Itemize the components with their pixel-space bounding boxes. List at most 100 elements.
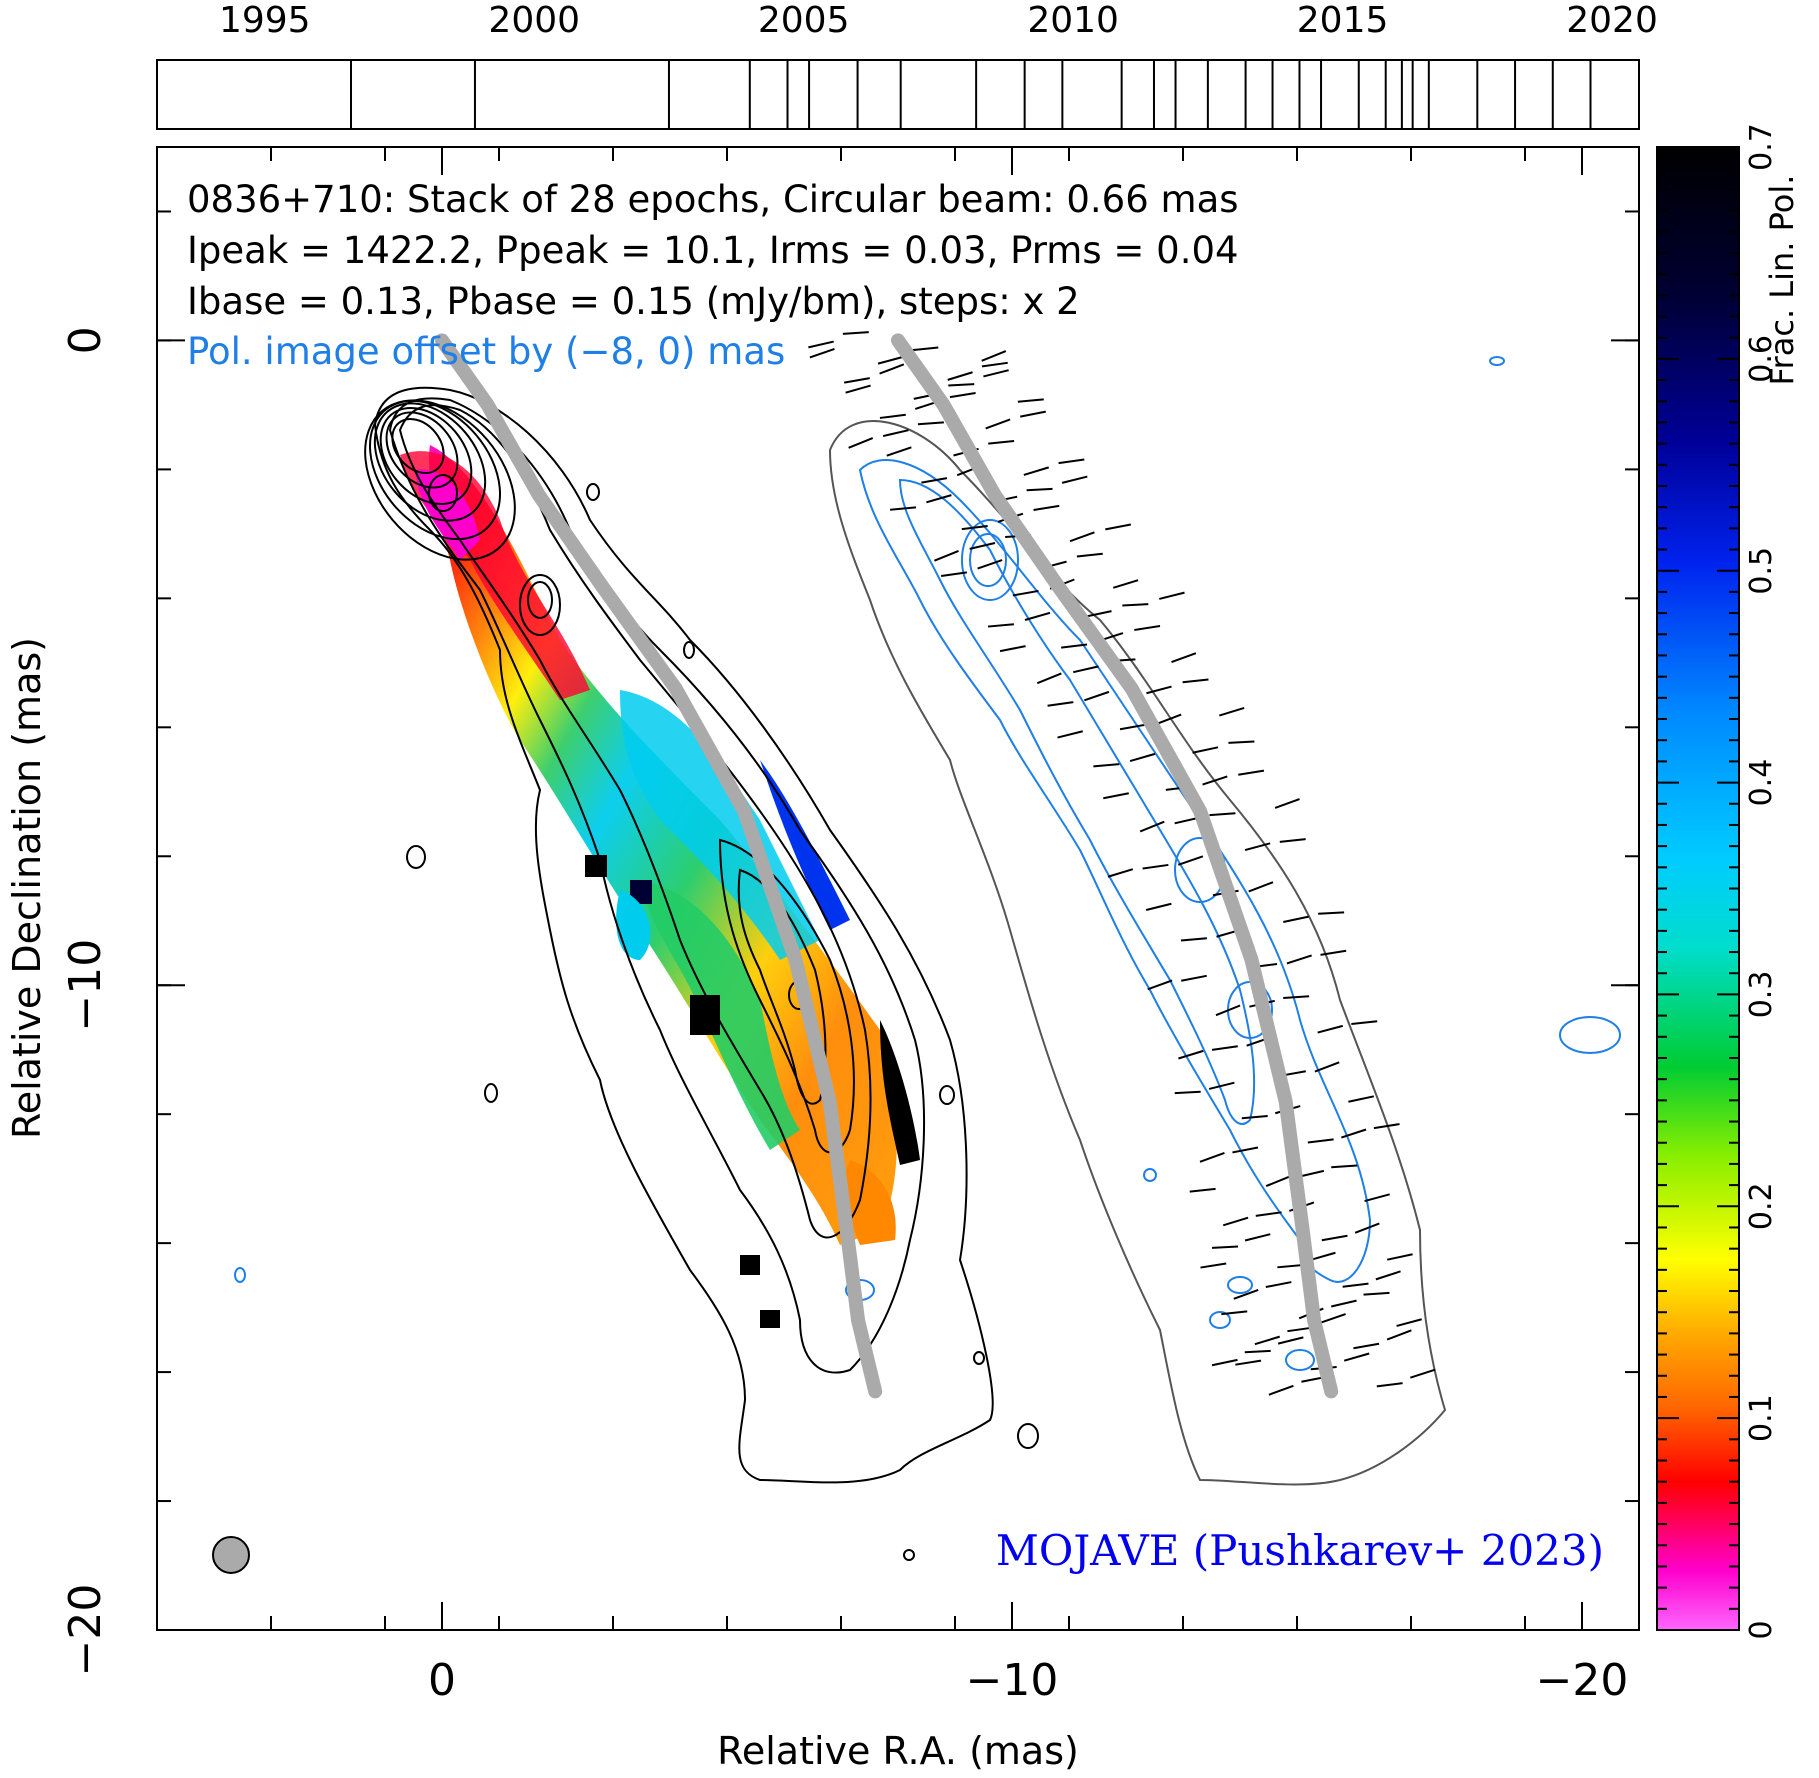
evpa-tick bbox=[921, 477, 948, 484]
evpa-tick bbox=[848, 437, 874, 449]
knot-contour bbox=[519, 574, 561, 636]
main-plot: 0 −10 −20 0 −10 −20 0836+710: Stack of 28 ep… bbox=[5, 146, 1640, 1773]
evpa-tick bbox=[977, 559, 1003, 570]
evpa-tick bbox=[1248, 881, 1274, 893]
evpa-tick bbox=[1283, 915, 1309, 923]
evpa-tick bbox=[1142, 863, 1169, 870]
core-contour bbox=[428, 474, 458, 512]
evpa-tick bbox=[1112, 579, 1139, 589]
evpa-tick bbox=[947, 371, 973, 381]
beam-ellipse bbox=[212, 1536, 250, 1574]
evpa-tick bbox=[1024, 611, 1051, 621]
offset-note: Pol. image offset by (−8, 0) mas bbox=[187, 330, 785, 373]
evpa-tick bbox=[1348, 1095, 1375, 1103]
epoch-year-labels: 1995 2000 2005 2010 2015 2020 bbox=[219, 0, 1658, 41]
evpa-tick bbox=[1342, 1282, 1369, 1288]
evpa-tick bbox=[1036, 672, 1062, 685]
pol-knot bbox=[961, 519, 1019, 601]
evpa-tick bbox=[1318, 911, 1345, 915]
colorbar-tick-label: 0.2 bbox=[1744, 1182, 1779, 1230]
evpa-tick bbox=[926, 494, 952, 504]
island-contour bbox=[1017, 1423, 1039, 1449]
x-tick-label: 0 bbox=[428, 1655, 456, 1706]
evpa-tick bbox=[1232, 1146, 1259, 1154]
evpa-tick bbox=[1268, 1384, 1294, 1396]
evpa-tick bbox=[1202, 775, 1228, 786]
evpa-tick bbox=[1105, 523, 1132, 531]
evpa-tick bbox=[1047, 701, 1074, 707]
x-tick-label: −10 bbox=[966, 1655, 1059, 1706]
epoch-frame bbox=[156, 59, 1640, 130]
evpa-tick bbox=[1307, 1138, 1334, 1144]
evpa-tick bbox=[1145, 902, 1172, 911]
island-contour bbox=[939, 1085, 955, 1105]
orange-blob-lower bbox=[844, 1160, 896, 1245]
colorbar-tick-label: 0.1 bbox=[1744, 1394, 1779, 1442]
knot-contour bbox=[527, 581, 553, 619]
header-line-3: Ibase = 0.13, Pbase = 0.15 (mJy/bm), ste… bbox=[187, 280, 1080, 323]
epoch-timeline: 1995 2000 2005 2010 2015 2020 bbox=[156, 0, 1658, 130]
evpa-tick bbox=[879, 413, 906, 419]
evpa-tick bbox=[1209, 812, 1236, 817]
core-contour bbox=[369, 399, 501, 541]
evpa-tick bbox=[1321, 1234, 1348, 1242]
island-contour bbox=[973, 1351, 985, 1365]
ridge-line bbox=[435, 333, 883, 1399]
evpa-tick bbox=[1386, 1253, 1413, 1261]
pol-blue-contour bbox=[858, 459, 1372, 1283]
evpa-tick bbox=[1364, 1193, 1390, 1203]
evpa-tick bbox=[890, 506, 917, 511]
evpa-tick bbox=[1178, 855, 1204, 866]
epoch-year-label: 2010 bbox=[1027, 0, 1119, 41]
core-contour bbox=[373, 402, 487, 522]
evpa-tick bbox=[1174, 1090, 1201, 1095]
evpa-tick bbox=[949, 392, 976, 399]
evpa-tick bbox=[1410, 1368, 1436, 1379]
dark-pixel bbox=[760, 1310, 780, 1328]
plot-frame bbox=[156, 146, 1640, 1631]
evpa-tick bbox=[1020, 410, 1046, 418]
pol-island bbox=[234, 1267, 246, 1283]
evpa-tick bbox=[882, 429, 909, 438]
evpa-tick bbox=[983, 369, 1009, 378]
evpa-tick bbox=[1211, 1045, 1238, 1051]
evpa-tick bbox=[917, 421, 944, 426]
evpa-tick bbox=[1238, 769, 1265, 776]
pol-outer-contour bbox=[828, 420, 1447, 1486]
evpa-tick bbox=[1341, 1128, 1367, 1139]
evpa-tick bbox=[1084, 690, 1110, 702]
y-tick-label: −20 bbox=[60, 1584, 111, 1677]
evpa-tick bbox=[1233, 1289, 1259, 1300]
pol-island bbox=[1559, 1016, 1621, 1054]
evpa-tick bbox=[1208, 1081, 1235, 1090]
pol-island bbox=[1489, 356, 1505, 366]
evpa-tick bbox=[1330, 1299, 1357, 1308]
evpa-tick bbox=[1181, 974, 1207, 982]
island-contour bbox=[586, 483, 600, 501]
evpa-tick bbox=[1072, 665, 1099, 674]
evpa-tick bbox=[886, 446, 912, 457]
evpa-tick bbox=[1255, 1211, 1282, 1217]
pol-island bbox=[1285, 1349, 1315, 1371]
pol-island bbox=[1227, 1276, 1253, 1294]
evpa-tick bbox=[1265, 1175, 1291, 1188]
cyan-blob bbox=[616, 890, 651, 960]
header-line-2: Ipeak = 1422.2, Ppeak = 10.1, Irms = 0.0… bbox=[187, 229, 1239, 272]
evpa-tick bbox=[912, 346, 939, 352]
evpa-tick bbox=[1180, 937, 1207, 942]
core-contour bbox=[379, 406, 473, 506]
evpa-tick bbox=[808, 340, 834, 349]
colorbar-label: Frac. Lin. Pol. bbox=[1763, 175, 1801, 386]
evpa-tick bbox=[1331, 1164, 1358, 1169]
colorbar-tick-label: 0.3 bbox=[1744, 971, 1779, 1019]
evpa-tick bbox=[1212, 1245, 1239, 1249]
evpa-tick bbox=[1317, 1024, 1344, 1034]
island-contour bbox=[903, 1549, 915, 1561]
evpa-tick bbox=[1017, 398, 1044, 403]
epoch-year-label: 1995 bbox=[219, 0, 311, 41]
evpa-tick bbox=[1134, 624, 1161, 632]
evpa-tick bbox=[879, 363, 905, 375]
evpa-tick bbox=[948, 383, 975, 387]
evpa-tick bbox=[1279, 838, 1306, 843]
